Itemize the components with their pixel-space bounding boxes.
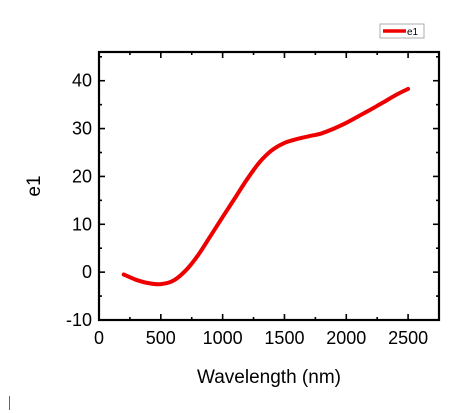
legend-label-e1: e1 <box>407 27 419 38</box>
x-axis-title: Wavelength (nm) <box>197 367 341 388</box>
x-tick-label: 1500 <box>264 328 304 348</box>
x-tick-label: 500 <box>146 328 176 348</box>
y-axis-title: e1 <box>24 175 45 196</box>
plot-frame <box>97 50 441 322</box>
x-tick-label: 2000 <box>326 328 366 348</box>
y-tick-label: 40 <box>72 71 92 91</box>
y-tick-label: -10 <box>66 310 92 330</box>
x-tick-label: 0 <box>94 328 104 348</box>
y-tick-label: 30 <box>72 119 92 139</box>
legend: e1 <box>379 23 425 39</box>
y-tick-label: 10 <box>72 214 92 234</box>
x-tick-label: 2500 <box>388 328 428 348</box>
y-tick-label: 20 <box>72 166 92 186</box>
series-line-e1 <box>121 86 411 287</box>
x-tick-label: 1000 <box>203 328 243 348</box>
text-cursor <box>9 396 10 410</box>
y-tick-label: 0 <box>82 262 92 282</box>
